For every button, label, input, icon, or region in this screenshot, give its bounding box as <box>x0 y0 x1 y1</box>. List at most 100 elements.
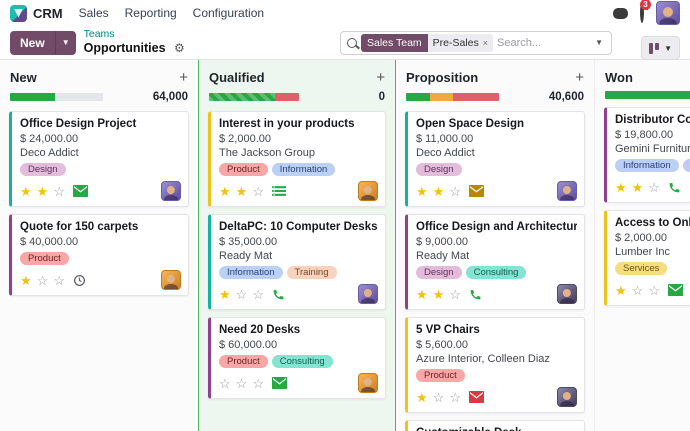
priority-star-icon[interactable]: ☆ <box>252 183 264 199</box>
card-title: Quote for 150 carpets <box>20 221 139 233</box>
user-avatar[interactable] <box>656 1 680 25</box>
opportunity-card-quote-for-150-carpets[interactable]: Quote for 150 carpets $ 40,000.00 Product ★… <box>9 214 189 296</box>
priority-star-icon[interactable]: ☆ <box>631 282 644 298</box>
progress-segment-green[interactable] <box>406 93 431 101</box>
opportunity-card-access-to-online-catalog[interactable]: Access to Online Catalog $ 2,000.00 Lumber… <box>604 210 690 306</box>
priority-star-icon[interactable]: ☆ <box>235 286 248 302</box>
card-expected-revenue: $ 11,000.00 <box>416 133 474 145</box>
phone-activity-icon[interactable] <box>272 288 285 301</box>
column-progressbar <box>10 93 103 101</box>
priority-star-icon[interactable]: ☆ <box>432 389 445 405</box>
search-bar[interactable]: Sales Team Pre-Sales × Search... ▼ <box>340 30 612 55</box>
priority-star-icon[interactable]: ★ <box>615 179 627 195</box>
priority-star-icon[interactable]: ★ <box>615 282 627 298</box>
opportunity-card-need-20-desks[interactable]: Need 20 Desks $ 60,000.00 Product Consultin… <box>208 317 386 399</box>
opportunity-card-open-space-design[interactable]: Open Space Design $ 11,000.00 Deco Addict D… <box>405 111 585 207</box>
progress-segment-green[interactable] <box>605 91 690 99</box>
gear-icon[interactable]: ⚙ <box>174 40 185 55</box>
priority-star-icon[interactable]: ☆ <box>648 282 660 298</box>
priority-star-icon[interactable]: ☆ <box>53 183 65 199</box>
menu-configuration[interactable]: Configuration <box>192 6 265 20</box>
search-input[interactable]: Search... <box>497 36 542 49</box>
envelope-activity-icon[interactable] <box>468 185 484 197</box>
priority-star-icon[interactable]: ☆ <box>252 375 264 391</box>
envelope-activity-icon[interactable] <box>271 377 287 389</box>
quick-add-button[interactable]: + <box>376 69 385 86</box>
list-activity-icon[interactable] <box>271 185 286 197</box>
activities-button[interactable]: 3 <box>640 0 651 23</box>
card-expected-revenue: $ 5,600.00 <box>416 339 468 351</box>
phone-activity-icon[interactable] <box>668 181 681 194</box>
clock-activity-icon[interactable] <box>73 274 86 287</box>
priority-star-icon[interactable]: ☆ <box>648 179 660 195</box>
salesperson-avatar[interactable] <box>358 284 378 304</box>
priority-star-icon[interactable]: ☆ <box>36 272 49 288</box>
search-dropdown-caret-icon[interactable]: ▼ <box>595 38 603 47</box>
priority-star-icon[interactable]: ☆ <box>252 286 264 302</box>
priority-star-icon[interactable]: ★ <box>416 389 428 405</box>
menu-reporting[interactable]: Reporting <box>124 6 177 20</box>
card-partner: Ready Mat <box>219 250 273 262</box>
progress-segment-muted[interactable] <box>54 93 103 101</box>
card-partner: Gemini Furniture <box>615 143 690 155</box>
priority-star-icon[interactable]: ★ <box>416 183 428 199</box>
progress-segment-green[interactable] <box>10 93 55 101</box>
search-facet[interactable]: Sales Team Pre-Sales × <box>361 33 494 52</box>
salesperson-avatar[interactable] <box>161 181 181 201</box>
priority-star-icon[interactable]: ★ <box>20 272 32 288</box>
opportunity-card-distributor-contract[interactable]: Distributor Contract $ 19,800.00 Gemini Fu… <box>604 107 690 203</box>
app-name[interactable]: CRM <box>33 5 63 21</box>
priority-star-icon[interactable]: ☆ <box>219 375 231 391</box>
opportunity-card-office-design-project[interactable]: Office Design Project $ 24,000.00 Deco Add… <box>9 111 189 207</box>
opportunity-card-office-design-and-architecture[interactable]: Office Design and Architecture $ 9,000.00… <box>405 214 585 310</box>
quick-add-button[interactable]: + <box>179 69 188 86</box>
facet-remove-icon[interactable]: × <box>482 37 489 48</box>
priority-star-icon[interactable]: ☆ <box>449 286 461 302</box>
phone-activity-icon[interactable] <box>469 288 482 301</box>
card-tags: Product <box>20 252 181 265</box>
salesperson-avatar[interactable] <box>161 270 181 290</box>
progress-segment-red[interactable] <box>274 93 299 101</box>
card-footer: ★ ★ ☆ <box>219 181 378 201</box>
crm-app-icon[interactable] <box>10 4 27 22</box>
card-expected-revenue: $ 2,000.00 <box>219 133 271 145</box>
salesperson-avatar[interactable] <box>358 181 378 201</box>
priority-star-icon[interactable]: ★ <box>416 286 428 302</box>
salesperson-avatar[interactable] <box>557 284 577 304</box>
envelope-activity-icon[interactable] <box>468 391 484 403</box>
card-partner: Ready Mat <box>416 250 470 262</box>
opportunity-card-interest-in-your-products[interactable]: Interest in your products $ 2,000.00 The J… <box>208 111 386 207</box>
quick-add-button[interactable]: + <box>575 69 584 86</box>
priority-star-icon[interactable]: ★ <box>631 179 644 195</box>
priority-star-icon[interactable]: ★ <box>20 183 32 199</box>
priority-star-icon[interactable]: ☆ <box>53 272 65 288</box>
priority-star-icon[interactable]: ☆ <box>449 389 461 405</box>
priority-star-icon[interactable]: ★ <box>219 286 231 302</box>
messages-icon[interactable] <box>613 7 628 19</box>
priority-star-icon[interactable]: ★ <box>432 286 445 302</box>
priority-star-icon[interactable]: ★ <box>432 183 445 199</box>
new-button-label[interactable]: New <box>10 30 55 55</box>
salesperson-avatar[interactable] <box>557 387 577 407</box>
salesperson-avatar[interactable] <box>557 181 577 201</box>
progress-segment-orange[interactable] <box>430 93 454 101</box>
opportunity-card-5-vp-chairs[interactable]: 5 VP Chairs $ 5,600.00 Azure Interior, Col… <box>405 317 585 413</box>
envelope-activity-icon[interactable] <box>72 185 88 197</box>
breadcrumb-teams[interactable]: Teams <box>83 27 115 40</box>
priority-star-icon[interactable]: ☆ <box>235 375 248 391</box>
opportunity-card-deltapc-10-computer-desks[interactable]: DeltaPC: 10 Computer Desks $ 35,000.00 Rea… <box>208 214 386 310</box>
priority-star-icon[interactable]: ★ <box>235 183 248 199</box>
card-tags: Design <box>416 163 577 176</box>
priority-star-icon[interactable]: ★ <box>36 183 49 199</box>
progress-segment-green[interactable] <box>209 93 275 101</box>
priority-star-icon[interactable]: ★ <box>219 183 231 199</box>
priority-star-icon[interactable]: ☆ <box>449 183 461 199</box>
menu-sales[interactable]: Sales <box>78 6 109 20</box>
view-switcher-kanban[interactable]: ▼ <box>641 36 680 60</box>
envelope-activity-icon[interactable] <box>667 284 683 296</box>
new-button[interactable]: New ▼ <box>10 30 76 55</box>
new-button-caret-icon[interactable]: ▼ <box>54 30 76 55</box>
progress-segment-red[interactable] <box>453 93 499 101</box>
salesperson-avatar[interactable] <box>358 373 378 393</box>
